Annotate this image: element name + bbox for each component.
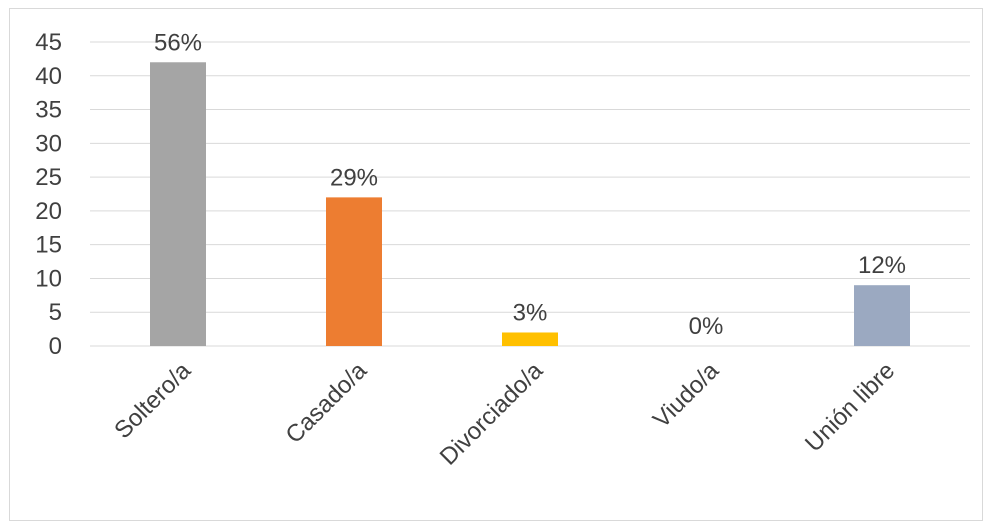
y-tick-label: 25 (35, 164, 62, 191)
y-tick-label: 0 (49, 333, 62, 360)
y-tick-label: 40 (35, 63, 62, 90)
data-label-3: 3% (513, 299, 548, 326)
bar-5 (854, 285, 910, 346)
gridlines (90, 41, 970, 347)
y-tick-label: 10 (35, 265, 62, 292)
y-tick-label: 5 (49, 299, 62, 326)
data-labels: 56% 29% 3% 0% 12% (154, 29, 906, 340)
category-label-2: Casado/a (280, 357, 372, 449)
data-label-1: 56% (154, 29, 202, 56)
bars (150, 62, 910, 347)
data-label-4: 0% (689, 313, 724, 340)
category-label-4: Viudo/a (648, 357, 725, 434)
data-label-5: 12% (858, 252, 906, 279)
category-label-5: Unión libre (800, 357, 900, 457)
bar-2 (326, 197, 382, 346)
x-axis-categories: Soltero/a Casado/a Divorciado/a Viudo/a Unió… (109, 357, 900, 471)
data-label-2: 29% (330, 164, 378, 191)
category-label-3: Divorciado/a (435, 357, 549, 471)
category-label-1: Soltero/a (109, 357, 196, 444)
y-tick-label: 45 (35, 29, 62, 56)
bar-1 (150, 62, 206, 347)
y-axis-ticks: 0 5 10 15 20 25 30 35 40 45 (35, 29, 62, 360)
y-tick-label: 30 (35, 130, 62, 157)
y-tick-label: 15 (35, 232, 62, 259)
y-tick-label: 20 (35, 198, 62, 225)
bar-3 (502, 332, 558, 346)
y-tick-label: 35 (35, 97, 62, 124)
